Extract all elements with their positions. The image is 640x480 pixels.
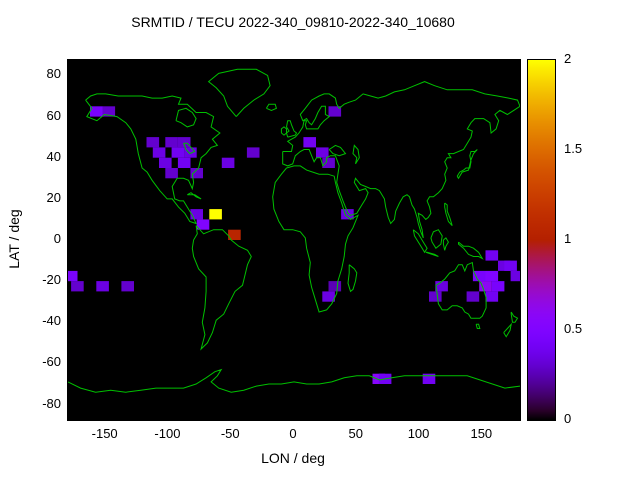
- coastline-eurasia: [282, 81, 520, 239]
- heatmap-cell: [177, 137, 191, 148]
- heatmap-cell: [422, 373, 436, 384]
- coastline-australia: [435, 261, 487, 319]
- colorbar-gradient: [528, 60, 555, 420]
- y-tick-label: 60: [46, 107, 61, 123]
- map-svg: [68, 68, 520, 393]
- coastline-sumatra: [412, 229, 428, 254]
- y-axis-label: LAT / deg: [6, 209, 22, 269]
- y-tick-label: 20: [46, 189, 61, 205]
- coastline-java: [425, 251, 439, 257]
- coastline-new_guinea: [458, 241, 484, 260]
- coastline-north_america: [85, 93, 221, 225]
- y-tick-label: 80: [46, 66, 61, 82]
- heatmap-cell: [190, 168, 203, 179]
- heatmap-cell: [328, 281, 342, 292]
- heatmap-cell: [196, 219, 210, 230]
- heatmap-cell: [435, 281, 448, 292]
- heatmap-cell: [472, 270, 486, 282]
- coastline-iceland: [265, 103, 278, 111]
- colorbar-tick-label: 1.5: [564, 141, 583, 156]
- x-tick-label: -100: [154, 426, 181, 441]
- heatmap-cell: [165, 168, 178, 179]
- heatmap-cell: [341, 209, 354, 220]
- coastline-cuba: [187, 192, 202, 200]
- coastline-greenland: [207, 68, 271, 117]
- heatmap-cell: [184, 147, 197, 158]
- heatmap-cell: [246, 147, 260, 158]
- heatmap-cell: [146, 137, 160, 148]
- heatmap-cell: [221, 157, 235, 168]
- coastline-tasmania: [475, 323, 481, 329]
- coastline-borneo: [430, 229, 443, 249]
- heatmap-cell: [491, 281, 505, 292]
- heatmap-cell: [228, 229, 241, 240]
- y-tick-label: -40: [42, 313, 61, 329]
- heatmap-cell: [121, 281, 134, 292]
- coastline-nz_north: [510, 311, 519, 323]
- heatmap-cell: [316, 147, 329, 158]
- coastline-antarctica: [68, 368, 520, 393]
- coastline-nz_south: [503, 322, 513, 338]
- heatmap-cell: [504, 260, 517, 271]
- heatmap-cell: [177, 157, 191, 168]
- heatmap-cell: [485, 270, 499, 282]
- y-tick-label: -20: [42, 272, 61, 288]
- coastline-africa: [272, 165, 359, 313]
- heatmap-cell: [190, 209, 203, 220]
- colorbar-tick-label: 0: [564, 411, 572, 426]
- x-axis-label: LON / deg: [261, 450, 325, 466]
- x-tick-label: 0: [289, 426, 297, 441]
- heatmap-cell: [485, 250, 499, 261]
- heatmap-cell: [485, 291, 499, 302]
- y-tick-label: -80: [42, 395, 61, 411]
- y-tick-label: 40: [46, 148, 61, 164]
- y-tick-label: -60: [42, 354, 61, 370]
- heatmap-cell: [96, 281, 109, 292]
- coastline-caspian_sea: [352, 144, 360, 165]
- x-tick-label: -150: [91, 426, 118, 441]
- heatmap-cell: [171, 147, 185, 158]
- heatmap-cell: [322, 291, 335, 302]
- heatmap-cell: [328, 106, 342, 117]
- coastline-philippines: [444, 202, 453, 226]
- heatmap-cell: [165, 137, 178, 148]
- coastline-madagascar: [347, 264, 358, 293]
- colorbar: [527, 59, 556, 421]
- heatmap-cell: [429, 291, 442, 302]
- x-tick-label: 100: [407, 426, 430, 441]
- heatmap-cell: [209, 209, 222, 220]
- coastline-south_america: [191, 225, 252, 351]
- coastline-sulawesi: [442, 237, 449, 251]
- x-tick-label: -50: [220, 426, 240, 441]
- coastline-black_sea: [328, 144, 347, 157]
- chart-title: SRMTID / TECU 2022-340_09810-2022-340_10…: [131, 14, 455, 30]
- x-tick-label: 50: [348, 426, 363, 441]
- colorbar-tick-label: 1: [564, 231, 572, 246]
- heatmap-cell: [159, 157, 172, 168]
- colorbar-tick-label: 0.5: [564, 321, 583, 336]
- heatmap-cell: [102, 106, 116, 117]
- heatmap-cell: [152, 147, 166, 158]
- heatmap-cell: [71, 281, 84, 292]
- y-tick-label: 0: [53, 231, 61, 246]
- coastline-ireland: [280, 126, 287, 136]
- heatmap-cell: [90, 106, 103, 117]
- x-tick-label: 150: [470, 426, 493, 441]
- coastline-great_lakes: [183, 142, 196, 155]
- heatmap-cell: [510, 270, 520, 282]
- colorbar-tick-label: 2: [564, 51, 572, 66]
- heatmap-cell: [303, 137, 316, 148]
- coastline-hudson_bay: [175, 107, 197, 128]
- coastline-japan: [456, 149, 478, 180]
- heatmap-cell: [68, 270, 78, 282]
- heatmap-cell: [466, 291, 480, 302]
- coastline-great_britain: [285, 120, 298, 138]
- heatmap-cell: [322, 157, 335, 168]
- plot-area: [67, 59, 521, 421]
- heatmap-cell: [479, 281, 492, 292]
